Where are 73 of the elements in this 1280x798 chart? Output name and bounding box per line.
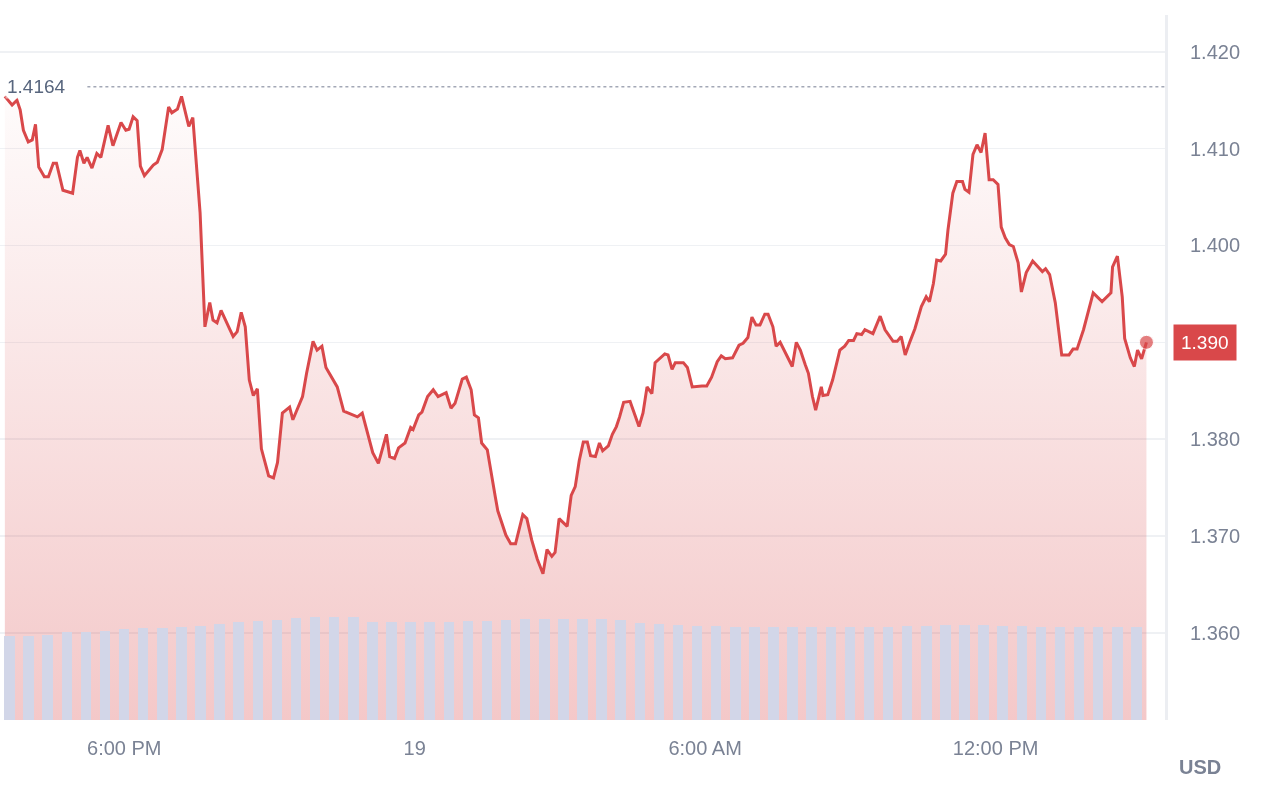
bar xyxy=(99,631,111,720)
bar xyxy=(672,625,684,720)
ref-line-label: 1.4164 xyxy=(7,76,66,97)
bar xyxy=(825,627,837,720)
bar xyxy=(214,624,225,720)
bar xyxy=(997,626,1008,720)
bar xyxy=(596,619,607,720)
bar xyxy=(863,627,875,720)
bar xyxy=(157,628,168,720)
bar xyxy=(1035,627,1047,720)
bar xyxy=(252,621,264,720)
bar xyxy=(176,627,187,720)
bar xyxy=(634,623,646,720)
bar xyxy=(940,625,951,720)
bar xyxy=(367,622,378,720)
bar xyxy=(1112,627,1123,720)
bar xyxy=(1016,626,1028,720)
bar xyxy=(978,625,989,720)
y-tick-label: 1.380 xyxy=(1190,428,1241,451)
bar xyxy=(271,620,283,720)
bar xyxy=(328,617,340,720)
y-tick-label: 1.400 xyxy=(1190,234,1241,257)
bar xyxy=(844,627,856,720)
bar xyxy=(462,621,474,720)
bar xyxy=(1054,627,1066,720)
x-tick-label: 6:00 PM xyxy=(87,737,162,759)
bar xyxy=(290,618,302,720)
bar xyxy=(4,635,15,720)
bar xyxy=(730,627,741,720)
bar xyxy=(710,626,722,720)
bar xyxy=(195,626,206,720)
x-tick-label: 6:00 AM xyxy=(668,737,742,759)
bar xyxy=(921,626,932,720)
bar xyxy=(768,627,779,720)
bar xyxy=(558,619,569,720)
bar xyxy=(882,627,894,720)
bar xyxy=(577,619,588,720)
bar xyxy=(348,617,359,720)
bar xyxy=(233,622,244,720)
x-tick-label: 12:00 PM xyxy=(952,737,1039,759)
bar xyxy=(691,626,703,720)
bar xyxy=(481,621,493,720)
bar xyxy=(309,617,321,720)
bar xyxy=(137,628,149,720)
bar xyxy=(23,635,34,720)
bar xyxy=(787,627,798,720)
bar xyxy=(1131,627,1142,720)
bar xyxy=(386,622,397,720)
y-tick-label: 1.360 xyxy=(1190,621,1241,644)
bar xyxy=(61,632,73,720)
bar xyxy=(806,627,817,720)
x-tick-label: 19 xyxy=(403,737,426,759)
y-tick-label: 1.410 xyxy=(1190,137,1241,160)
bar xyxy=(539,619,550,720)
bar xyxy=(443,622,455,720)
bar xyxy=(901,626,913,720)
bar xyxy=(1073,627,1085,720)
bar xyxy=(519,619,531,720)
y-tick-label: 1.370 xyxy=(1190,525,1241,547)
bar xyxy=(80,632,92,720)
bar xyxy=(42,634,53,720)
bar xyxy=(653,624,665,720)
bar xyxy=(500,620,512,720)
y-tick-label: 1.420 xyxy=(1190,40,1241,63)
bar xyxy=(959,625,970,720)
bar xyxy=(615,620,626,720)
text: 1.390 xyxy=(1181,332,1229,353)
text: USD xyxy=(1179,756,1222,778)
bar xyxy=(749,627,760,720)
bar xyxy=(405,622,416,720)
bar xyxy=(118,629,130,720)
bar xyxy=(1092,627,1104,720)
bar xyxy=(424,622,435,720)
